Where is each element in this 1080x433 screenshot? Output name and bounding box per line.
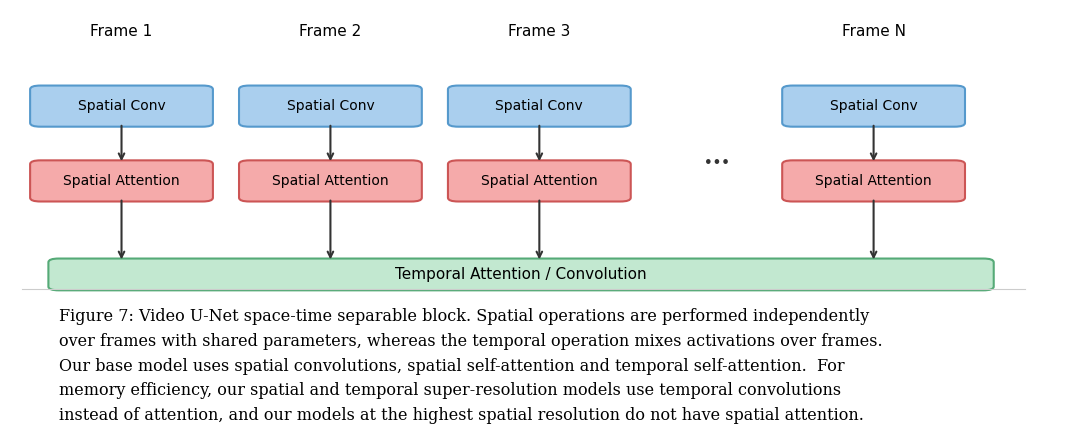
FancyBboxPatch shape xyxy=(30,86,213,127)
Text: Frame N: Frame N xyxy=(841,24,906,39)
Text: Spatial Attention: Spatial Attention xyxy=(481,174,597,188)
Text: Spatial Attention: Spatial Attention xyxy=(272,174,389,188)
FancyBboxPatch shape xyxy=(448,86,631,127)
Text: Figure 7: Video U-Net space-time separable block. Spatial operations are perform: Figure 7: Video U-Net space-time separab… xyxy=(58,308,882,424)
FancyBboxPatch shape xyxy=(49,259,994,291)
Text: Spatial Attention: Spatial Attention xyxy=(815,174,932,188)
FancyBboxPatch shape xyxy=(239,160,422,201)
FancyBboxPatch shape xyxy=(239,86,422,127)
FancyBboxPatch shape xyxy=(30,160,213,201)
Text: ...: ... xyxy=(704,145,730,168)
Text: Spatial Conv: Spatial Conv xyxy=(829,99,918,113)
Text: Temporal Attention / Convolution: Temporal Attention / Convolution xyxy=(395,267,647,282)
Text: Frame 2: Frame 2 xyxy=(299,24,362,39)
FancyBboxPatch shape xyxy=(448,160,631,201)
FancyBboxPatch shape xyxy=(782,86,966,127)
Text: Spatial Conv: Spatial Conv xyxy=(78,99,165,113)
Text: Frame 3: Frame 3 xyxy=(509,24,570,39)
Text: Spatial Conv: Spatial Conv xyxy=(286,99,375,113)
Text: Frame 1: Frame 1 xyxy=(91,24,152,39)
FancyBboxPatch shape xyxy=(782,160,966,201)
Text: Spatial Conv: Spatial Conv xyxy=(496,99,583,113)
Text: Spatial Attention: Spatial Attention xyxy=(64,174,180,188)
